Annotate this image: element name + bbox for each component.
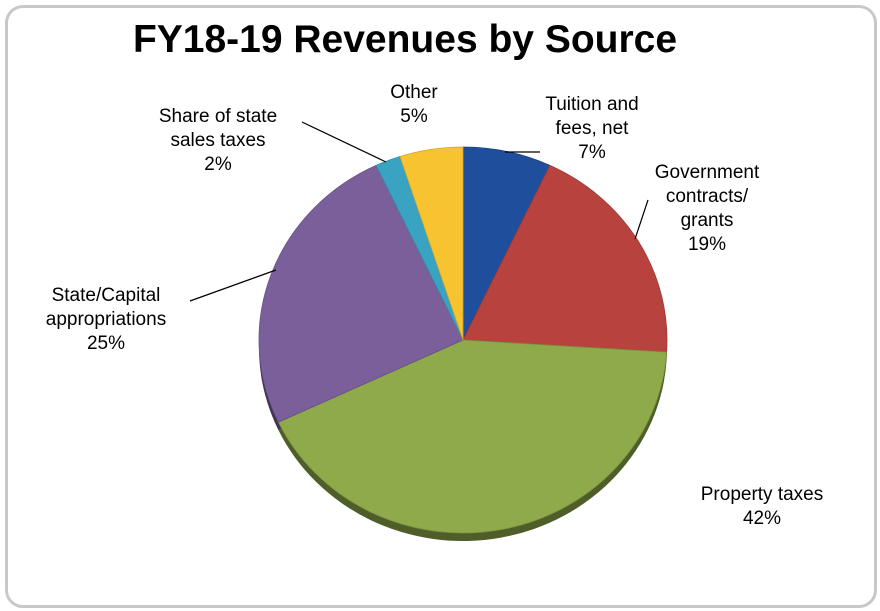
leader-line-4 [301,121,387,163]
pie-slice-5 [399,146,464,341]
pie-slice-3 [258,164,464,423]
slice-name-label-3: State/Capital [52,285,161,306]
slice-name-label-1: grants [681,210,734,231]
slice-name-label-3: appropriations [46,309,166,330]
slice-name-label-1: contracts/ [666,186,749,207]
pie-slice-1 [462,164,668,353]
slice-percent-label-1: 19% [688,234,726,255]
slice-name-label-2: Property taxes [701,484,824,505]
slice-percent-label-3: 25% [87,333,125,354]
slice-percent-label-4: 2% [204,154,232,175]
slice-name-label-0: Tuition and [545,94,638,115]
chart-title: FY18-19 Revenues by Source [132,18,678,61]
leader-line-1 [634,199,649,240]
slice-percent-label-5: 5% [400,106,428,127]
slice-name-label-1: Government [655,162,760,183]
slice-percent-label-0: 7% [578,142,606,163]
slice-name-label-4: sales taxes [170,130,265,151]
leader-line-3 [189,269,277,302]
pie-slice-2 [277,339,668,534]
slice-name-label-0: fees, net [556,118,630,139]
slice-percent-label-2: 42% [743,508,781,529]
slice-name-label-5: Other [390,82,438,103]
slice-name-label-4: Share of state [159,106,277,127]
